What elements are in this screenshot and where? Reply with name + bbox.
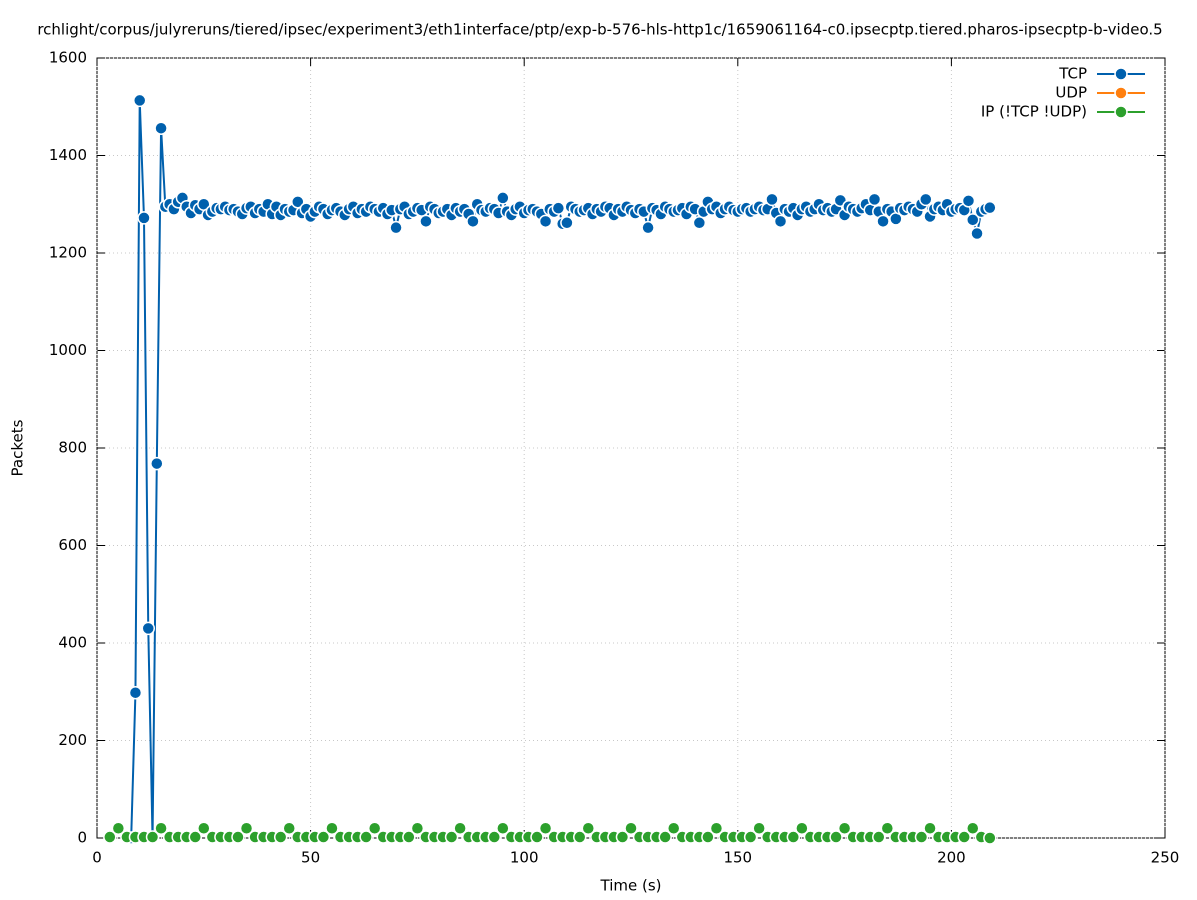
x-tick-label: 0 [92,849,102,867]
data-point [316,830,331,844]
y-tick-label: 1200 [49,244,87,262]
data-point [983,200,997,215]
data-point [773,214,788,229]
data-point [496,191,510,205]
data-point [867,192,882,207]
legend-swatch [1114,67,1128,81]
data-point [410,821,425,835]
data-point [966,213,980,227]
x-tick-label: 250 [1151,849,1180,867]
x-tick-label: 150 [723,849,752,867]
data-point [752,821,766,835]
data-point [137,211,151,225]
data-point [970,226,984,241]
data-point [786,830,801,844]
data-point [923,821,937,835]
data-point [389,220,403,235]
data-point [231,830,245,844]
chart-title: rchlight/corpus/julyreruns/tiered/ipsec/… [37,21,1162,39]
data-point [487,830,502,844]
data-point [795,821,809,835]
y-tick-label: 0 [77,829,87,847]
data-point [128,685,143,700]
data-point [765,192,779,207]
data-point [983,831,997,845]
data-point [239,821,254,835]
data-point [466,214,480,229]
y-tick-label: 1000 [49,341,87,359]
data-point [145,830,160,844]
y-tick-label: 800 [58,439,87,457]
data-point [188,830,203,844]
legend-swatch [1114,86,1128,100]
data-point [359,830,373,844]
x-tick-label: 50 [301,849,320,867]
data-point [872,830,886,844]
data-point [282,821,296,835]
data-point [103,830,117,844]
data-point [141,621,156,636]
x-tick-label: 100 [510,849,539,867]
data-point [961,194,976,208]
data-point [453,821,467,835]
data-point [837,821,852,835]
data-point [615,830,630,844]
legend-label: UDP [1055,84,1087,102]
data-point [743,830,758,844]
data-point [666,821,681,835]
data-point [538,214,553,229]
data-point [658,830,672,844]
data-point [325,821,339,835]
y-tick-label: 600 [58,536,87,554]
data-point [132,93,147,108]
y-tick-label: 1600 [49,49,87,67]
data-point [701,830,715,844]
data-point [402,830,416,844]
data-point [709,821,724,835]
data-point [551,201,566,215]
data-point [538,821,553,835]
data-point [154,121,168,135]
data-point [880,821,895,835]
data-point [154,821,168,835]
data-point [957,830,971,844]
data-point [966,821,980,835]
y-tick-label: 200 [58,731,87,749]
legend-label: IP (!TCP !UDP) [981,103,1087,121]
data-point [829,830,843,844]
data-point [273,830,288,844]
data-point [560,216,574,230]
data-point [581,821,596,835]
y-tick-label: 1400 [49,146,87,164]
data-point [624,821,638,835]
data-point [111,821,126,835]
y-tick-label: 400 [58,634,87,652]
data-point [367,821,382,835]
legend-swatch [1114,105,1128,119]
data-point [572,830,587,844]
data-point [914,830,929,844]
data-point [150,456,164,471]
y-axis-label: Packets [9,419,27,476]
data-point [692,216,707,230]
x-tick-label: 200 [937,849,966,867]
data-point [530,830,544,844]
legend-label: TCP [1058,65,1087,83]
data-point [876,214,890,229]
data-point [444,830,459,844]
data-point [641,220,655,235]
x-axis-label: Time (s) [600,877,662,895]
data-point [496,821,510,835]
data-point [197,821,211,835]
data-point [419,214,433,229]
data-point [919,192,933,207]
